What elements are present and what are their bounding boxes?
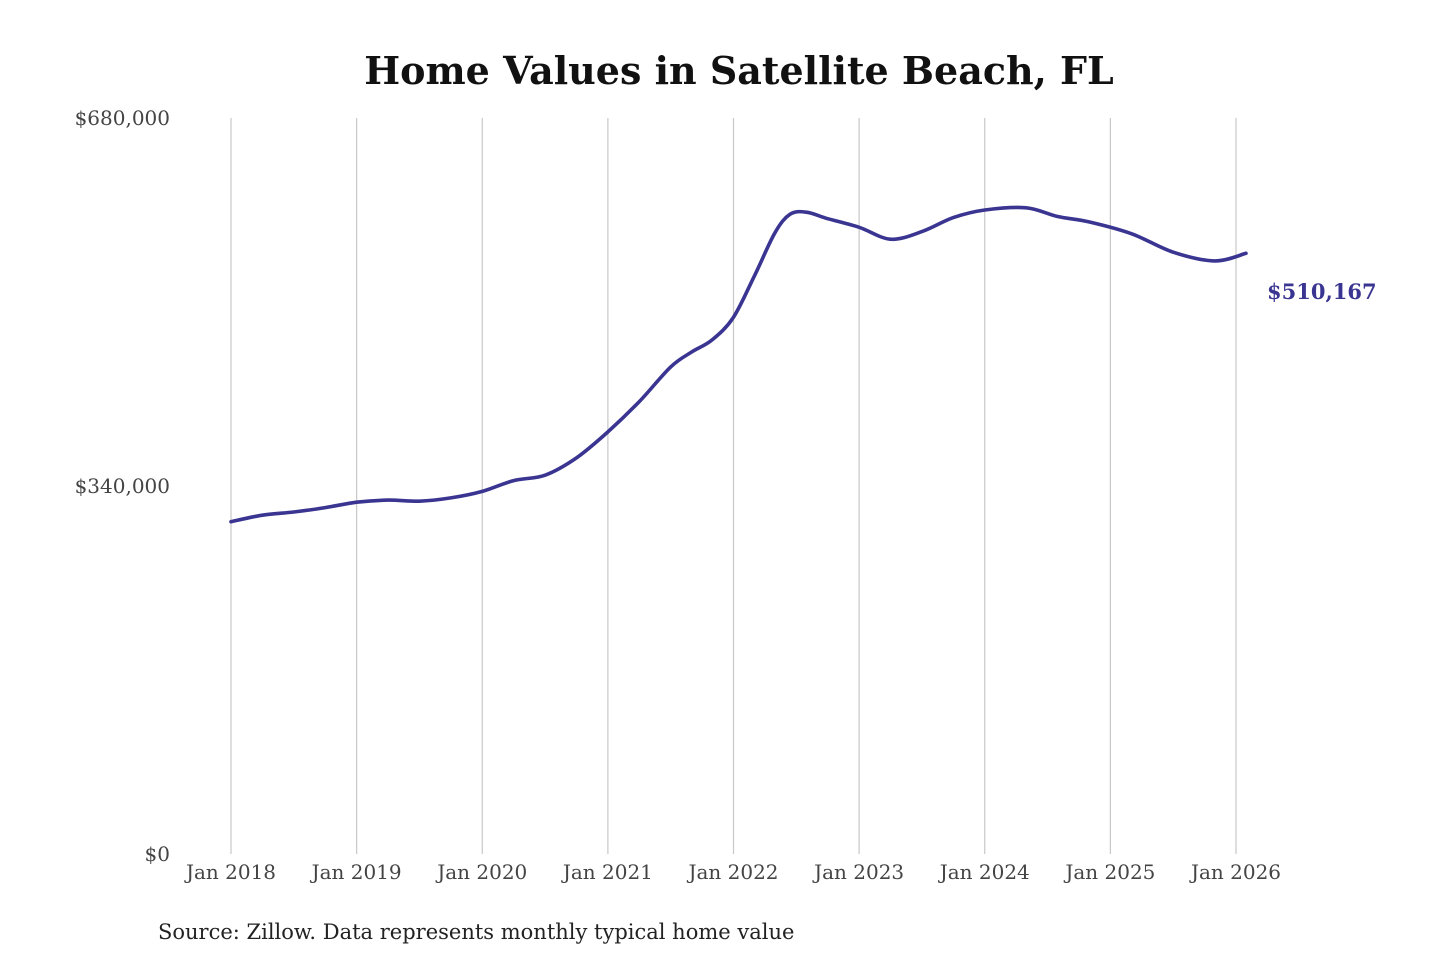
grid-lines <box>230 118 1237 854</box>
x-tick-label: Jan 2018 <box>184 860 276 884</box>
x-tick-label: Jan 2022 <box>686 860 778 884</box>
chart-title: Home Values in Satellite Beach, FL <box>364 48 1114 93</box>
y-axis-ticks: $0 $340,000 $680,000 <box>75 106 170 866</box>
y-tick-label: $680,000 <box>75 106 170 130</box>
y-tick-label: $0 <box>145 842 170 866</box>
x-tick-label: Jan 2020 <box>435 860 527 884</box>
latest-value-label: $510,167 <box>1267 279 1377 304</box>
x-tick-label: Jan 2019 <box>310 860 402 884</box>
x-tick-label: Jan 2021 <box>561 860 653 884</box>
y-tick-label: $340,000 <box>75 474 170 498</box>
x-tick-label: Jan 2025 <box>1063 860 1155 884</box>
x-tick-label: Jan 2023 <box>812 860 904 884</box>
home-value-line <box>229 205 1248 524</box>
x-tick-label: Jan 2026 <box>1189 860 1281 884</box>
x-axis-ticks: Jan 2018 Jan 2019 Jan 2020 Jan 2021 Jan 2022… <box>184 860 1281 884</box>
x-tick-label: Jan 2024 <box>938 860 1030 884</box>
source-note: Source: Zillow. Data represents monthly … <box>158 920 794 944</box>
